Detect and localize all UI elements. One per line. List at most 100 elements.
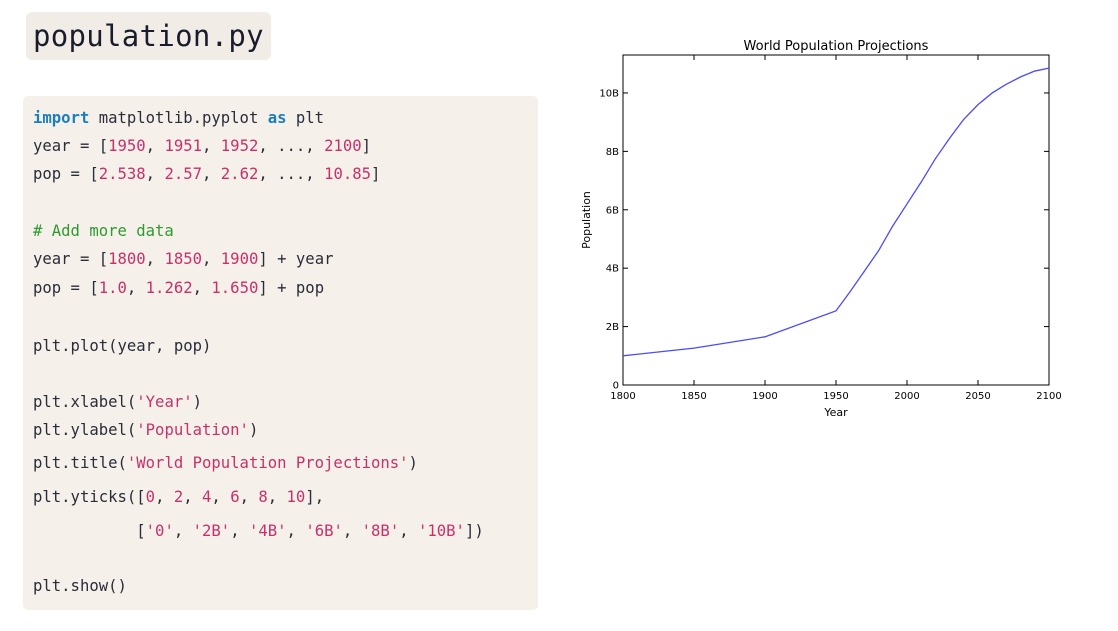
code-text: ] <box>371 165 381 183</box>
chart-title: World Population Projections <box>744 39 929 54</box>
x-tick-label: 1950 <box>823 391 848 402</box>
x-axis: 1800 1850 1900 1950 2000 2050 2100 <box>610 55 1062 402</box>
code-text: ) <box>408 454 418 472</box>
y-axis: 0 2B 4B 6B 8B 10B <box>599 88 1049 392</box>
code-number: 1.650 <box>211 279 259 297</box>
code-line-3: pop = [2.538, 2.57, 2.62, ..., 10.85] <box>33 164 380 184</box>
code-text: , <box>145 165 165 183</box>
x-tick-label: 1850 <box>681 391 706 402</box>
y-tick-label: 2B <box>606 322 619 333</box>
code-number: 2 <box>173 488 184 506</box>
code-string: '8B' <box>361 522 400 540</box>
code-number: 2100 <box>324 137 362 155</box>
code-number: 1900 <box>220 250 259 268</box>
code-number: 6 <box>230 488 240 506</box>
code-line-10: plt.title('World Population Projections'… <box>33 453 418 473</box>
code-text: , <box>211 488 231 506</box>
file-title: population.py <box>26 12 271 60</box>
code-text: pop = [ <box>33 165 99 183</box>
x-tick-label: 1800 <box>610 391 635 402</box>
x-tick-label: 1900 <box>752 391 777 402</box>
code-number: 2.538 <box>98 165 146 183</box>
code-text: plt.ylabel( <box>33 421 137 439</box>
code-line-8: plt.xlabel('Year') <box>33 392 202 412</box>
plot-area <box>622 54 1050 386</box>
code-text: , <box>399 522 418 540</box>
code-string: 'Population' <box>136 421 249 439</box>
code-number: 0 <box>145 488 156 506</box>
code-string: '0' <box>145 522 174 540</box>
code-text: , <box>267 488 287 506</box>
y-tick-label: 8B <box>606 147 619 158</box>
code-line-9: plt.ylabel('Population') <box>33 420 258 440</box>
code-number: 10.85 <box>324 165 372 183</box>
code-text: year = [ <box>33 250 109 268</box>
code-string: 'World Population Projections' <box>126 454 409 472</box>
code-text: , <box>155 488 174 506</box>
code-number: 1850 <box>164 250 203 268</box>
code-text: plt.show() <box>33 577 127 595</box>
code-text: plt.title( <box>33 454 127 472</box>
chart-svg: World Population Projections 1800 1850 190… <box>580 39 1062 419</box>
code-keyword: as <box>267 109 287 127</box>
code-text: , <box>173 522 193 540</box>
code-text: , <box>192 279 212 297</box>
code-text: , <box>183 488 203 506</box>
code-line-2: year = [1950, 1951, 1952, ..., 2100] <box>33 136 371 156</box>
code-text: matplotlib.pyplot <box>89 109 268 127</box>
code-text: , <box>126 279 146 297</box>
code-keyword: import <box>33 109 90 127</box>
code-text: , <box>145 250 165 268</box>
code-text: ] <box>361 137 372 155</box>
code-string: '2B' <box>192 522 231 540</box>
code-text: , <box>239 488 259 506</box>
code-text: , <box>202 137 221 155</box>
y-tick-label: 0 <box>613 381 619 392</box>
code-text: ] + pop <box>258 279 325 297</box>
code-number: 1951 <box>164 137 203 155</box>
code-number: 1.262 <box>145 279 193 297</box>
code-string: 'Year' <box>136 393 193 411</box>
code-text: plt.xlabel( <box>33 393 137 411</box>
code-text: , ..., <box>258 137 325 155</box>
code-line-7: plt.plot(year, pop) <box>33 336 211 356</box>
code-text: , <box>286 522 306 540</box>
code-panel: import matplotlib.pyplot as plt year = [… <box>23 96 538 610</box>
x-tick-label: 2000 <box>894 391 919 402</box>
code-text: ) <box>248 421 259 439</box>
code-line-4: # Add more data <box>33 221 174 241</box>
code-number: 1952 <box>220 137 259 155</box>
code-text: ] + year <box>258 250 334 268</box>
code-text: plt.plot(year, pop) <box>33 337 212 355</box>
code-text: year = [ <box>33 137 109 155</box>
code-line-5: year = [1800, 1850, 1900] + year <box>33 249 333 269</box>
y-tick-label: 6B <box>606 205 619 216</box>
code-text: ]) <box>464 522 484 540</box>
code-line-13: plt.show() <box>33 576 127 596</box>
code-text: ], <box>305 488 325 506</box>
code-text: [ <box>33 522 146 540</box>
code-string: '6B' <box>305 522 343 540</box>
code-number: 8 <box>258 488 268 506</box>
code-number: 10 <box>286 488 306 506</box>
code-number: 4 <box>202 488 212 506</box>
code-text: , <box>202 165 221 183</box>
x-tick-label: 2100 <box>1036 391 1061 402</box>
code-text: , <box>145 137 165 155</box>
code-text: ) <box>192 393 203 411</box>
y-tick-label: 10B <box>599 88 619 99</box>
code-text: pop = [ <box>33 279 99 297</box>
code-line-12: ['0', '2B', '4B', '6B', '8B', '10B']) <box>33 521 484 541</box>
code-text: , ..., <box>258 165 325 183</box>
code-number: 1950 <box>108 137 146 155</box>
x-tick-label: 2050 <box>965 391 990 402</box>
code-text: , <box>230 522 249 540</box>
chart: World Population Projections 1800 1850 190… <box>575 32 1075 427</box>
y-axis-label: Population <box>580 191 593 249</box>
x-axis-label: Year <box>823 406 848 419</box>
code-line-11: plt.yticks([0, 2, 4, 6, 8, 10], <box>33 487 324 507</box>
code-string: '4B' <box>248 522 287 540</box>
code-comment: # Add more data <box>33 222 174 240</box>
code-line-1: import matplotlib.pyplot as plt <box>33 108 324 128</box>
